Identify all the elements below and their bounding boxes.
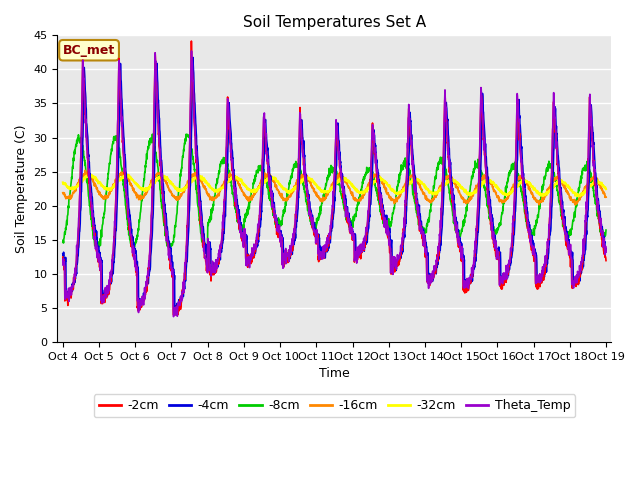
X-axis label: Time: Time — [319, 367, 350, 380]
Text: BC_met: BC_met — [63, 44, 115, 57]
Legend: -2cm, -4cm, -8cm, -16cm, -32cm, Theta_Temp: -2cm, -4cm, -8cm, -16cm, -32cm, Theta_Te… — [93, 394, 575, 417]
Y-axis label: Soil Temperature (C): Soil Temperature (C) — [15, 124, 28, 253]
Title: Soil Temperatures Set A: Soil Temperatures Set A — [243, 15, 426, 30]
